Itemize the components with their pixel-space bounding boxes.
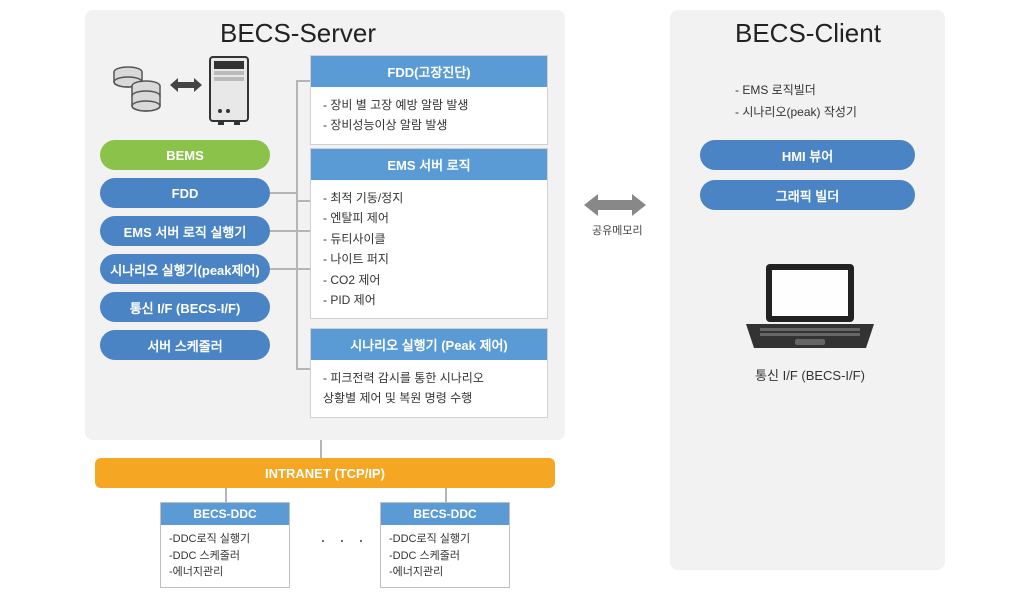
client-text: - EMS 로직빌더 - 시나리오(peak) 작성기 <box>735 80 857 123</box>
detail-item: - CO2 제어 <box>323 270 535 290</box>
connector-line <box>296 80 298 370</box>
detail-box-ems: EMS 서버 로직 - 최적 기동/정지 - 엔탈피 제어 - 듀티사이클 - … <box>310 148 548 319</box>
pill-bems: BEMS <box>100 140 270 170</box>
ddc-item: -DDC로직 실행기 <box>389 531 501 548</box>
pill-scheduler: 서버 스케줄러 <box>100 330 270 360</box>
ddc-item: -DDC로직 실행기 <box>169 531 281 548</box>
pill-scenario-exec: 시나리오 실행기(peak제어) <box>100 254 270 284</box>
ddc-item: -DDC 스케줄러 <box>389 548 501 565</box>
detail-item: - 나이트 퍼지 <box>323 249 535 269</box>
pill-graphic: 그래픽 빌더 <box>700 180 915 210</box>
connector-line <box>296 200 310 202</box>
detail-item: - 장비 별 고장 예방 알람 발생 <box>323 95 535 115</box>
detail-item: - 장비성능이상 알람 발생 <box>323 115 535 135</box>
intranet-bar: INTRANET (TCP/IP) <box>95 458 555 488</box>
client-text-item: - 시나리오(peak) 작성기 <box>735 102 857 124</box>
detail-item: - PID 제어 <box>323 290 535 310</box>
pill-ems-exec: EMS 서버 로직 실행기 <box>100 216 270 246</box>
database-icon <box>110 60 165 115</box>
server-title: BECS-Server <box>220 18 376 49</box>
connector-line <box>320 440 322 460</box>
two-way-arrow-icon <box>168 75 204 95</box>
connector-line <box>296 368 310 370</box>
ddc-header: BECS-DDC <box>161 503 289 525</box>
laptop-icon <box>740 260 880 355</box>
detail-fdd-header: FDD(고장진단) <box>311 56 547 87</box>
detail-item: - 피크전력 감시를 통한 시나리오 <box>323 368 535 388</box>
detail-item: - 엔탈피 제어 <box>323 208 535 228</box>
detail-box-fdd: FDD(고장진단) - 장비 별 고장 예방 알람 발생 - 장비성능이상 알람… <box>310 55 548 145</box>
detail-item: - 최적 기동/정지 <box>323 188 535 208</box>
detail-item: - 듀티사이클 <box>323 229 535 249</box>
shared-memory-arrow-icon <box>580 190 650 220</box>
detail-item: 상황별 제어 및 복원 명령 수행 <box>323 388 535 408</box>
server-tower-icon <box>208 55 250 127</box>
client-title: BECS-Client <box>735 18 881 49</box>
detail-fdd-body: - 장비 별 고장 예방 알람 발생 - 장비성능이상 알람 발생 <box>311 87 547 144</box>
ddc-header: BECS-DDC <box>381 503 509 525</box>
ddc-body: -DDC로직 실행기 -DDC 스케줄러 -에너지관리 <box>161 525 289 587</box>
laptop-label: 통신 I/F (BECS-I/F) <box>750 365 870 384</box>
ddc-item: -에너지관리 <box>169 564 281 581</box>
pill-comm-if: 통신 I/F (BECS-I/F) <box>100 292 270 322</box>
detail-ems-body: - 최적 기동/정지 - 엔탈피 제어 - 듀티사이클 - 나이트 퍼지 - C… <box>311 180 547 318</box>
client-text-item: - EMS 로직빌더 <box>735 80 857 102</box>
detail-scenario-body: - 피크전력 감시를 통한 시나리오 상황별 제어 및 복원 명령 수행 <box>311 360 547 417</box>
connector-line <box>270 192 296 194</box>
detail-scenario-header: 시나리오 실행기 (Peak 제어) <box>311 329 547 360</box>
ddc-item: -DDC 스케줄러 <box>169 548 281 565</box>
connector-line <box>270 268 310 270</box>
pill-hmi: HMI 뷰어 <box>700 140 915 170</box>
connector-line <box>225 488 227 502</box>
detail-box-scenario: 시나리오 실행기 (Peak 제어) - 피크전력 감시를 통한 시나리오 상황… <box>310 328 548 418</box>
connector-line <box>270 230 310 232</box>
ellipsis-dots: · · · <box>320 530 368 551</box>
ddc-box-1: BECS-DDC -DDC로직 실행기 -DDC 스케줄러 -에너지관리 <box>160 502 290 588</box>
connector-line <box>296 80 310 82</box>
detail-ems-header: EMS 서버 로직 <box>311 149 547 180</box>
ddc-box-2: BECS-DDC -DDC로직 실행기 -DDC 스케줄러 -에너지관리 <box>380 502 510 588</box>
ddc-item: -에너지관리 <box>389 564 501 581</box>
shared-memory-label: 공유메모리 <box>592 222 643 238</box>
connector-line <box>445 488 447 502</box>
ddc-body: -DDC로직 실행기 -DDC 스케줄러 -에너지관리 <box>381 525 509 587</box>
pill-fdd: FDD <box>100 178 270 208</box>
